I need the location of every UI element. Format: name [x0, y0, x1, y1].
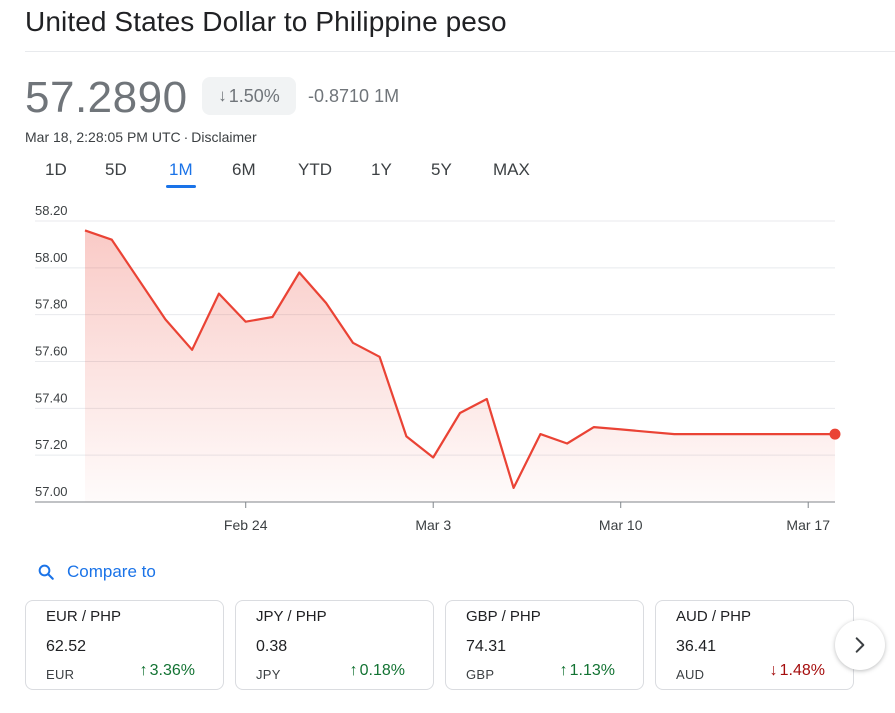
up-arrow-icon: ↑ [559, 662, 568, 679]
timestamp-separator: · [183, 129, 189, 145]
card-change: ↑ 1.13% [560, 662, 615, 680]
card-currency: EUR [46, 667, 75, 682]
up-arrow-icon: ↑ [349, 662, 358, 679]
disclaimer-link[interactable]: Disclaimer [191, 129, 257, 145]
chart-svg: 58.20 58.00 57.80 57.60 57.40 57.20 57.00 Feb 2… [35, 203, 841, 533]
x-tick-label: Feb 24 [224, 517, 268, 533]
card-change-value: 1.13% [569, 662, 615, 679]
current-price: 57.2890 [25, 73, 188, 122]
exchange-rate-chart[interactable]: 58.20 58.00 57.80 57.60 57.40 57.20 57.00 Feb 2… [0, 200, 895, 545]
card-aud-php[interactable]: AUD / PHP 36.41 AUD ↓ 1.48% [655, 600, 854, 690]
y-tick-label: 58.20 [35, 203, 68, 218]
quote-timestamp: Mar 18, 2:28:05 PM UTC · Disclaimer [25, 129, 257, 145]
y-tick-label: 57.20 [35, 437, 68, 452]
card-eur-php[interactable]: EUR / PHP 62.52 EUR ↑ 3.36% [25, 600, 224, 690]
card-change-value: 1.48% [779, 662, 825, 679]
card-value: 36.41 [676, 638, 717, 655]
up-arrow-icon: ↑ [139, 662, 148, 679]
y-tick-label: 57.40 [35, 390, 68, 405]
card-change: ↓ 1.48% [770, 662, 825, 680]
down-arrow-icon: ↓ [218, 86, 227, 105]
series-line [84, 229, 835, 489]
card-currency: JPY [256, 667, 281, 682]
x-tick-label: Mar 17 [786, 517, 830, 533]
card-pair: JPY / PHP [256, 608, 327, 625]
card-change: ↑ 0.18% [350, 662, 405, 680]
x-tick-label: Mar 3 [415, 517, 451, 533]
tab-6m[interactable]: 6M [232, 160, 256, 179]
percent-change-badge: ↓ 1.50% [202, 77, 296, 115]
percent-change: 1.50% [228, 85, 280, 106]
absolute-change-value: -0.8710 [308, 86, 370, 106]
compare-to-label: Compare to [67, 562, 156, 581]
change-period: 1M [374, 86, 400, 106]
x-tick-label: Mar 10 [599, 517, 643, 533]
next-cards-button[interactable] [835, 620, 885, 670]
card-pair: GBP / PHP [466, 608, 541, 625]
chevron-right-icon [855, 637, 865, 653]
card-value: 62.52 [46, 638, 87, 655]
card-value: 0.38 [256, 638, 288, 655]
tab-1d[interactable]: 1D [45, 160, 67, 179]
series-area [85, 230, 835, 502]
y-tick-label: 57.00 [35, 484, 68, 499]
card-change: ↑ 3.36% [140, 662, 195, 680]
card-currency: GBP [466, 667, 495, 682]
tab-max[interactable]: MAX [493, 160, 530, 179]
card-gbp-php[interactable]: GBP / PHP 74.31 GBP ↑ 1.13% [445, 600, 644, 690]
card-pair: AUD / PHP [676, 608, 752, 625]
search-icon [38, 564, 54, 580]
card-change-value: 0.18% [359, 662, 405, 679]
card-change-value: 3.36% [149, 662, 195, 679]
compare-to-button[interactable]: Compare to [37, 562, 156, 582]
tab-5y[interactable]: 5Y [431, 160, 452, 179]
absolute-change: -0.8710 1M [308, 86, 399, 107]
timestamp-text: Mar 18, 2:28:05 PM UTC [25, 129, 181, 145]
card-value: 74.31 [466, 638, 507, 655]
current-value-dot [829, 428, 841, 440]
y-tick-label: 57.60 [35, 344, 68, 359]
card-currency: AUD [676, 667, 705, 682]
card-jpy-php[interactable]: JPY / PHP 0.38 JPY ↑ 0.18% [235, 600, 434, 690]
tab-1m[interactable]: 1M [166, 160, 196, 188]
y-tick-label: 57.80 [35, 297, 68, 312]
y-tick-label: 58.00 [35, 250, 68, 265]
down-arrow-icon: ↓ [769, 662, 778, 679]
tab-5d[interactable]: 5D [105, 160, 127, 179]
header-divider [25, 51, 895, 52]
page-title: United States Dollar to Philippine peso [25, 6, 507, 37]
card-pair: EUR / PHP [46, 608, 122, 625]
tab-1y[interactable]: 1Y [371, 160, 392, 179]
tab-ytd[interactable]: YTD [298, 160, 332, 179]
